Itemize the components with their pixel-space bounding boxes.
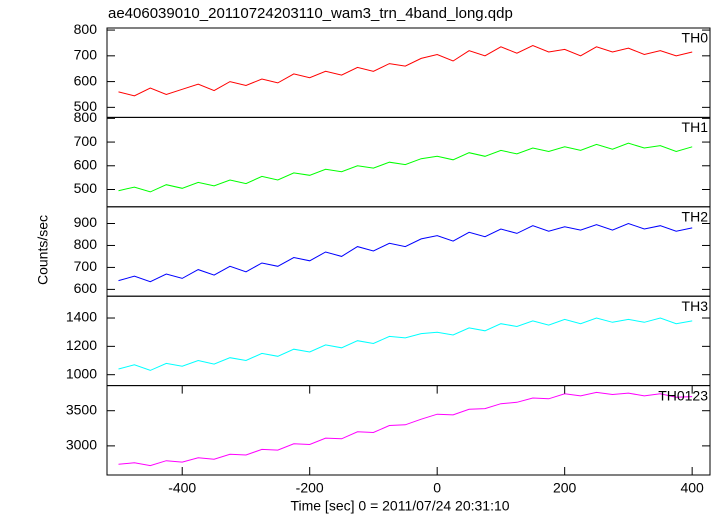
panel-frame	[106, 206, 711, 297]
x-tick-label: -200	[296, 480, 324, 496]
y-tick-label: 1000	[66, 365, 97, 381]
panel-frame	[106, 385, 711, 476]
series-label: TH0	[682, 30, 709, 46]
x-tick-label: -400	[168, 480, 196, 496]
y-tick-label: 3000	[66, 437, 97, 453]
data-line	[118, 222, 693, 283]
data-line	[118, 44, 693, 97]
y-tick-label: 500	[74, 98, 98, 114]
chart-title: ae406039010_20110724203110_wam3_trn_4ban…	[108, 5, 513, 22]
y-tick-label: 600	[74, 280, 98, 296]
data-line	[118, 142, 693, 193]
x-tick-label: 200	[553, 480, 577, 496]
y-tick-label: 500	[74, 180, 98, 196]
y-tick-label: 800	[74, 109, 98, 125]
data-line	[118, 391, 693, 467]
series-label: TH2	[682, 209, 709, 225]
panel-frame	[106, 116, 711, 208]
series-label: TH1	[682, 119, 709, 135]
y-tick-label: 600	[74, 72, 98, 88]
y-tick-label: 3500	[66, 401, 97, 417]
y-tick-label: 900	[74, 214, 98, 230]
data-line	[118, 317, 693, 371]
y-tick-label: 1200	[66, 337, 97, 353]
y-tick-label: 1400	[66, 309, 97, 325]
x-axis-label: Time [sec] 0 = 2011/07/24 20:31:10	[290, 498, 509, 514]
x-tick-label: 400	[680, 480, 704, 496]
y-tick-label: 800	[74, 21, 98, 37]
panel-frame	[106, 27, 711, 118]
y-tick-label: 700	[74, 47, 98, 63]
y-tick-label: 700	[74, 133, 98, 149]
y-tick-label: 700	[74, 258, 98, 274]
y-tick-label: 800	[74, 236, 98, 252]
x-tick-label: 0	[433, 480, 441, 496]
panel-frame	[106, 295, 711, 387]
series-label: TH0123	[658, 387, 708, 403]
y-tick-label: 600	[74, 156, 98, 172]
y-axis-label: Counts/sec	[35, 215, 51, 285]
series-label: TH3	[682, 298, 709, 314]
